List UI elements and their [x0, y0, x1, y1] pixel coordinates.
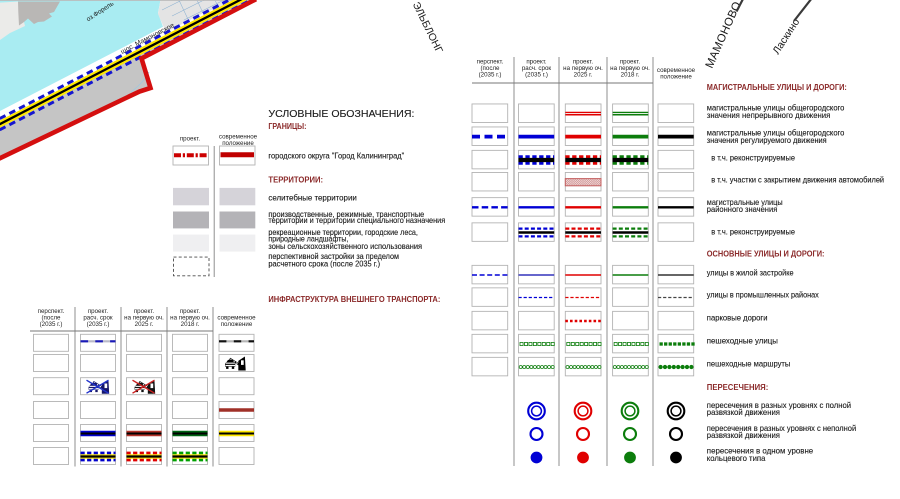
svg-text:в т.ч. реконструируемые: в т.ч. реконструируемые — [711, 228, 795, 237]
svg-text:улицы в промышленных районах: улицы в промышленных районах — [707, 291, 819, 300]
svg-text:(после: (после — [481, 65, 501, 72]
svg-text:рекреационные территории, горо: рекреационные территории, городские леса… — [268, 228, 418, 237]
svg-text:магистральные улицы: магистральные улицы — [707, 198, 783, 207]
svg-text:МАГИСТРАЛЬНЫЕ УЛИЦЫ И ДОРОГИ:: МАГИСТРАЛЬНЫЕ УЛИЦЫ И ДОРОГИ: — [707, 83, 847, 92]
svg-text:(после: (после — [42, 315, 62, 322]
svg-text:проект.: проект. — [180, 136, 201, 143]
svg-text:пересечения в разных уровнях с: пересечения в разных уровнях с полной — [707, 401, 851, 410]
svg-text:на первую оч.: на первую оч. — [124, 315, 164, 322]
svg-text:на первую оч.: на первую оч. — [170, 315, 210, 322]
svg-text:магистральные улицы общегородс: магистральные улицы общегородского — [707, 103, 845, 112]
svg-text:проект.: проект. — [180, 308, 201, 315]
svg-text:проект.: проект. — [88, 308, 109, 315]
svg-text:проект.: проект. — [573, 59, 594, 66]
svg-text:2025 г.: 2025 г. — [135, 321, 154, 328]
svg-text:2018 г.: 2018 г. — [181, 321, 200, 328]
svg-text:магистральные улицы общегородс: магистральные улицы общегородского — [707, 128, 845, 137]
svg-text:в т.ч. реконструируемые: в т.ч. реконструируемые — [711, 154, 795, 163]
svg-text:(2035 г.): (2035 г.) — [525, 71, 548, 78]
svg-text:парковые дороги: парковые дороги — [707, 313, 768, 322]
svg-text:ЭЛЬБЛОНГ: ЭЛЬБЛОНГ — [410, 0, 444, 55]
svg-text:положение: положение — [221, 321, 253, 328]
svg-text:положение: положение — [660, 73, 692, 80]
svg-text:на первую оч.: на первую оч. — [563, 65, 603, 72]
svg-text:пересечения в разных уровнях с: пересечения в разных уровнях с неполной — [707, 424, 856, 433]
svg-text:расч. срок: расч. срок — [83, 315, 113, 322]
svg-text:пешеходные маршруты: пешеходные маршруты — [707, 359, 791, 368]
svg-text:современное: современное — [217, 315, 256, 322]
svg-text:проект.: проект. — [134, 308, 155, 315]
svg-text:ПЕРЕСЕЧЕНИЯ:: ПЕРЕСЕЧЕНИЯ: — [707, 383, 769, 392]
svg-text:перспект.: перспект. — [38, 308, 65, 315]
svg-text:проект.: проект. — [620, 59, 641, 66]
svg-text:(2035 г.): (2035 г.) — [87, 321, 110, 328]
svg-text:развязкой движения: развязкой движения — [707, 408, 780, 417]
svg-text:селитебные территории: селитебные территории — [268, 193, 356, 202]
svg-text:УСЛОВНЫЕ ОБОЗНАЧЕНИЯ:: УСЛОВНЫЕ ОБОЗНАЧЕНИЯ: — [268, 109, 414, 120]
svg-text:ОСНОВНЫЕ УЛИЦЫ И ДОРОГИ:: ОСНОВНЫЕ УЛИЦЫ И ДОРОГИ: — [707, 249, 825, 258]
svg-text:значения непрерывного движения: значения непрерывного движения — [707, 111, 831, 120]
svg-text:современное: современное — [657, 67, 696, 74]
svg-text:районного значения: районного значения — [707, 205, 778, 214]
svg-text:природные ландшафты,: природные ландшафты, — [268, 235, 348, 244]
svg-text:в т.ч. участки с закрытием дви: в т.ч. участки с закрытием движения авто… — [711, 176, 884, 185]
svg-text:(2035 г.): (2035 г.) — [40, 321, 63, 328]
svg-text:территории и территории специа: территории и территории специального наз… — [268, 216, 445, 225]
svg-text:производственные, режимные, тр: производственные, режимные, транспортные — [268, 210, 424, 219]
svg-text:расчетного срока (после 2035 г: расчетного срока (после 2035 г.) — [268, 259, 380, 268]
svg-text:городского округа "Город Калин: городского округа "Город Калининград" — [268, 151, 404, 160]
svg-text:Ласкино: Ласкино — [770, 16, 802, 56]
svg-text:положение: положение — [222, 140, 254, 147]
svg-text:улицы в жилой застройке: улицы в жилой застройке — [707, 269, 794, 278]
svg-text:развязкой движения: развязкой движения — [707, 431, 780, 440]
svg-text:на первую оч.: на первую оч. — [610, 65, 650, 72]
svg-text:расч. срок: расч. срок — [522, 65, 552, 72]
svg-text:зоны сельскохозяйственного исп: зоны сельскохозяйственного использования — [268, 242, 422, 251]
svg-text:ИНФРАСТРУКТУРА ВНЕШНЕГО ТРАНСП: ИНФРАСТРУКТУРА ВНЕШНЕГО ТРАНСПОРТА: — [268, 295, 440, 304]
svg-text:современное: современное — [219, 134, 258, 141]
svg-text:значения регулируемого движени: значения регулируемого движения — [707, 136, 827, 145]
svg-text:перспект.: перспект. — [477, 59, 504, 66]
svg-text:пешеходные улицы: пешеходные улицы — [707, 336, 778, 345]
svg-text:2018 г.: 2018 г. — [621, 71, 640, 78]
svg-text:пересечения в одном уровне: пересечения в одном уровне — [707, 447, 813, 456]
svg-text:перспективной застройки за пре: перспективной застройки за пределом — [268, 252, 399, 261]
svg-text:ГРАНИЦЫ:: ГРАНИЦЫ: — [268, 122, 306, 131]
svg-text:проект.: проект. — [526, 59, 547, 66]
svg-text:кольцевого типа: кольцевого типа — [707, 454, 766, 463]
svg-text:ТЕРРИТОРИИ:: ТЕРРИТОРИИ: — [268, 175, 323, 184]
svg-text:2025 г.: 2025 г. — [574, 71, 593, 78]
svg-text:(2035 г.): (2035 г.) — [479, 71, 502, 78]
